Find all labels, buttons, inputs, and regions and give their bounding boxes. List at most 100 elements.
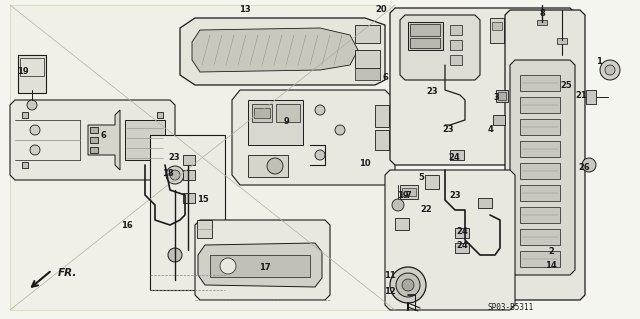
Text: 22: 22 xyxy=(420,205,432,214)
Bar xyxy=(197,220,212,238)
Bar xyxy=(450,40,462,50)
Polygon shape xyxy=(505,10,585,300)
Circle shape xyxy=(392,199,404,211)
Text: 18: 18 xyxy=(162,168,174,177)
Bar xyxy=(248,155,288,177)
Text: 19: 19 xyxy=(17,68,29,77)
Polygon shape xyxy=(198,243,322,287)
Bar xyxy=(248,100,303,145)
Bar xyxy=(254,108,270,118)
Polygon shape xyxy=(232,90,395,185)
Bar xyxy=(22,112,28,118)
Bar xyxy=(492,22,502,30)
Text: 12: 12 xyxy=(384,286,396,295)
Circle shape xyxy=(168,248,182,262)
Bar xyxy=(276,104,300,122)
Bar xyxy=(375,105,389,127)
Circle shape xyxy=(150,145,160,155)
Circle shape xyxy=(315,105,325,115)
Bar xyxy=(450,25,462,35)
Text: 24: 24 xyxy=(456,241,468,249)
Polygon shape xyxy=(195,220,330,300)
Text: 19: 19 xyxy=(397,190,409,199)
Circle shape xyxy=(390,267,426,303)
Circle shape xyxy=(27,100,37,110)
Text: 24: 24 xyxy=(448,153,460,162)
Circle shape xyxy=(166,166,184,184)
Bar xyxy=(157,112,163,118)
Bar xyxy=(355,25,380,43)
Circle shape xyxy=(605,65,615,75)
Text: 2: 2 xyxy=(548,247,554,256)
Polygon shape xyxy=(192,28,358,72)
Polygon shape xyxy=(10,100,175,180)
Text: 4: 4 xyxy=(488,125,494,135)
Circle shape xyxy=(582,158,596,172)
Text: 26: 26 xyxy=(578,164,590,173)
Circle shape xyxy=(170,170,180,180)
Circle shape xyxy=(600,60,620,80)
Text: 20: 20 xyxy=(375,5,387,14)
Text: 23: 23 xyxy=(442,125,454,135)
Bar xyxy=(210,255,310,277)
Bar xyxy=(90,127,98,133)
Bar xyxy=(18,55,46,93)
Bar xyxy=(455,243,469,253)
Text: 5: 5 xyxy=(418,174,424,182)
Bar xyxy=(395,218,409,230)
Text: 23: 23 xyxy=(168,152,180,161)
Text: 3: 3 xyxy=(493,93,499,102)
Bar xyxy=(355,50,380,68)
Text: 23: 23 xyxy=(426,86,438,95)
Text: 6: 6 xyxy=(382,72,388,81)
Polygon shape xyxy=(150,135,225,290)
Circle shape xyxy=(220,258,236,274)
Bar xyxy=(157,162,163,168)
Text: 21: 21 xyxy=(575,91,587,100)
Text: 14: 14 xyxy=(545,262,557,271)
Bar xyxy=(425,175,439,189)
Circle shape xyxy=(150,125,160,135)
Bar xyxy=(450,55,462,65)
Bar xyxy=(183,170,195,180)
Circle shape xyxy=(30,145,40,155)
Bar xyxy=(520,119,560,135)
Text: 1: 1 xyxy=(596,57,602,66)
Polygon shape xyxy=(400,15,480,80)
Bar xyxy=(408,22,443,50)
Polygon shape xyxy=(385,170,515,310)
Bar xyxy=(22,162,28,168)
Bar xyxy=(400,185,418,199)
Bar xyxy=(498,92,506,100)
Bar xyxy=(450,150,464,160)
Circle shape xyxy=(267,158,283,174)
Bar xyxy=(537,20,547,25)
Bar xyxy=(410,24,440,36)
Circle shape xyxy=(396,273,420,297)
Bar xyxy=(520,251,560,267)
Bar xyxy=(20,58,44,76)
Text: 15: 15 xyxy=(197,195,209,204)
Polygon shape xyxy=(390,8,575,165)
Bar xyxy=(410,38,440,48)
Bar xyxy=(355,68,380,80)
Text: 6: 6 xyxy=(100,130,106,139)
Circle shape xyxy=(402,279,414,291)
Bar xyxy=(586,90,596,104)
Text: 11: 11 xyxy=(384,271,396,280)
Bar xyxy=(478,198,492,208)
Text: 9: 9 xyxy=(284,116,290,125)
Bar xyxy=(557,38,567,44)
Bar xyxy=(496,90,508,102)
Bar xyxy=(183,155,195,165)
Polygon shape xyxy=(180,18,385,85)
Text: 13: 13 xyxy=(239,5,251,14)
Text: 8: 8 xyxy=(539,9,545,18)
Polygon shape xyxy=(10,5,390,310)
Bar xyxy=(402,188,416,196)
Bar xyxy=(455,228,469,238)
Text: SP03-B5311: SP03-B5311 xyxy=(487,303,533,313)
Text: 10: 10 xyxy=(359,159,371,167)
Bar xyxy=(375,130,389,150)
Polygon shape xyxy=(88,110,120,170)
